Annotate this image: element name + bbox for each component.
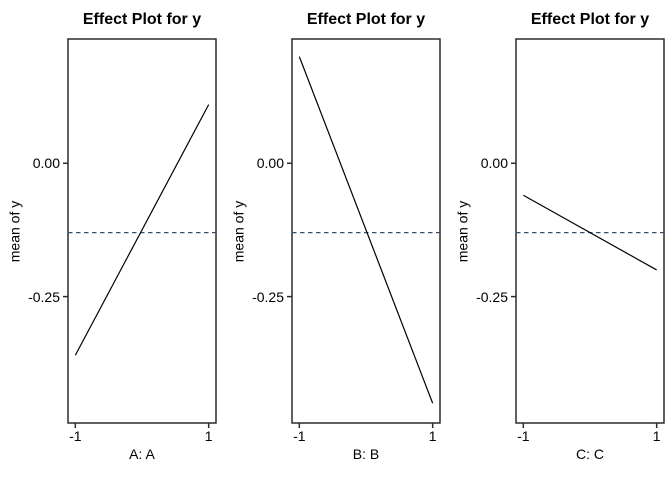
plot-mark xyxy=(523,194,657,271)
x-tick-label: 1 xyxy=(204,428,213,444)
panel-title: Effect Plot for y xyxy=(82,11,202,28)
plot-mark xyxy=(74,104,210,356)
y-tick-label: 0.00 xyxy=(480,155,508,172)
y-axis-label: mean of y xyxy=(6,200,23,263)
plot-box xyxy=(291,38,441,424)
y-tick-label: 0.00 xyxy=(32,155,60,172)
plot-canvas-a xyxy=(63,38,217,428)
y-axis-label: mean of y xyxy=(454,200,471,263)
panel-title: Effect Plot for y xyxy=(530,11,650,28)
y-tick-label: -0.25 xyxy=(476,288,508,305)
panel-title: Effect Plot for y xyxy=(306,11,426,28)
x-axis-label: B: B xyxy=(352,446,380,462)
y-axis-label: mean of y xyxy=(230,200,247,263)
effect-panel-a: Effect Plot for y mean of y 0.00 -0.25 -… xyxy=(0,0,224,480)
x-axis-label: C: C xyxy=(576,446,604,462)
y-tick-label: -0.25 xyxy=(252,288,284,305)
x-tick-label: -1 xyxy=(293,428,306,444)
effect-panel-b: Effect Plot for y mean of y 0.00 -0.25 -… xyxy=(224,0,448,480)
x-tick-label: 1 xyxy=(428,428,437,444)
effect-panel-c: Effect Plot for y mean of y 0.00 -0.25 -… xyxy=(448,0,672,480)
x-tick-label: 1 xyxy=(652,428,661,444)
plot-canvas-b xyxy=(287,38,441,428)
plot-box xyxy=(515,38,665,424)
x-tick-label: -1 xyxy=(69,428,82,444)
x-axis-label: A: A xyxy=(129,446,155,462)
plot-box xyxy=(67,38,217,424)
plot-canvas-c xyxy=(511,38,665,428)
plot-mark xyxy=(298,56,434,404)
y-tick-label: -0.25 xyxy=(28,288,60,305)
x-tick-label: -1 xyxy=(517,428,530,444)
y-tick-label: 0.00 xyxy=(256,155,284,172)
